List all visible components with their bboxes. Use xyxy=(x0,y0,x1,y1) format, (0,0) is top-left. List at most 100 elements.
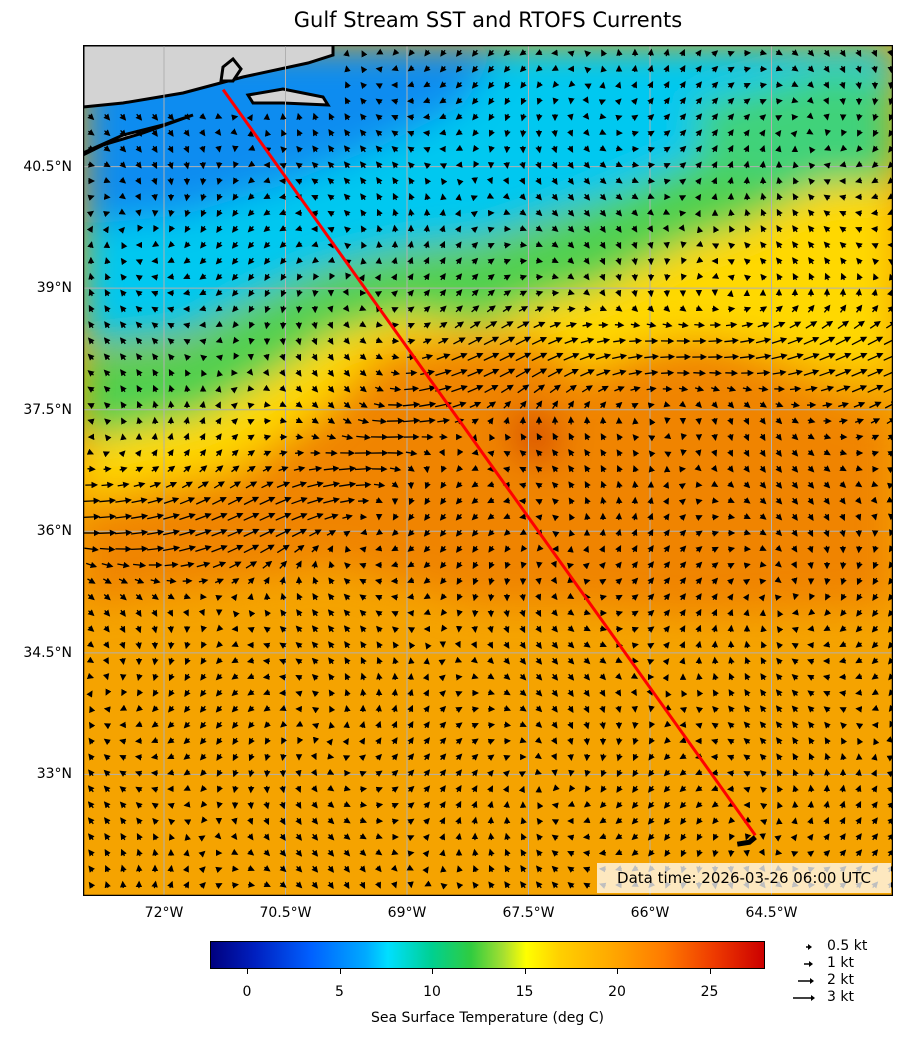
current-arrow xyxy=(661,369,675,377)
current-arrow xyxy=(83,513,101,521)
current-arrow xyxy=(648,162,656,169)
current-arrow xyxy=(551,129,558,138)
current-arrow xyxy=(327,161,335,169)
current-arrow xyxy=(887,81,893,90)
current-arrow xyxy=(375,66,383,73)
lon-label-72w: 72°W xyxy=(144,905,184,921)
current-arrow xyxy=(391,145,399,153)
current-arrow xyxy=(440,865,447,873)
current-arrow xyxy=(167,129,174,137)
current-arrow xyxy=(279,241,287,248)
current-arrow xyxy=(359,177,367,185)
current-arrow xyxy=(280,113,287,120)
current-arrow xyxy=(663,113,671,121)
current-arrow xyxy=(808,178,816,186)
current-arrow xyxy=(823,65,830,73)
current-arrow xyxy=(535,64,543,72)
current-arrow xyxy=(519,177,526,185)
current-arrow xyxy=(216,177,223,186)
current-arrow xyxy=(344,81,351,89)
current-arrow xyxy=(823,194,831,201)
current-arrow xyxy=(599,161,607,168)
current-arrow xyxy=(519,209,527,216)
current-arrow xyxy=(615,496,623,505)
current-arrow xyxy=(744,225,751,233)
current-arrow xyxy=(344,65,351,73)
current-arrow xyxy=(135,145,142,153)
current-arrow xyxy=(792,801,799,808)
legend-label: 3 kt xyxy=(827,989,854,1005)
current-arrow xyxy=(791,65,799,72)
current-arrow xyxy=(567,545,574,553)
legend-label: 2 kt xyxy=(827,972,854,988)
current-arrow xyxy=(361,241,368,249)
current-arrow xyxy=(423,162,431,170)
current-arrow xyxy=(296,112,303,121)
current-arrow xyxy=(775,115,783,122)
map-panel[interactable]: Data time: 2026-03-26 06:00 UTC xyxy=(83,45,893,896)
current-arrow xyxy=(727,113,735,121)
current-arrow xyxy=(216,193,223,202)
current-arrow xyxy=(647,146,656,153)
current-arrow xyxy=(583,209,591,217)
current-arrow xyxy=(200,241,207,249)
current-arrow xyxy=(215,112,223,119)
current-arrow xyxy=(131,545,149,553)
current-arrow xyxy=(855,706,863,713)
colorbar-tick xyxy=(617,969,618,974)
current-arrow xyxy=(646,225,654,233)
current-arrow xyxy=(663,80,670,89)
current-arrow xyxy=(856,113,863,122)
current-arrow xyxy=(423,224,430,233)
current-arrow xyxy=(183,113,191,121)
current-arrow xyxy=(631,225,638,233)
current-arrow xyxy=(439,81,447,88)
current-arrow xyxy=(407,64,415,72)
current-arrow xyxy=(712,514,720,521)
current-arrow xyxy=(344,242,352,250)
current-arrow xyxy=(440,49,447,57)
current-arrow xyxy=(808,784,815,793)
current-arrow xyxy=(743,83,751,89)
current-arrow xyxy=(727,624,734,633)
current-arrow xyxy=(583,737,590,746)
current-arrow xyxy=(295,162,303,170)
current-arrow xyxy=(487,226,495,233)
current-arrow xyxy=(344,226,352,234)
current-arrow xyxy=(599,225,606,233)
current-arrow xyxy=(327,177,335,185)
sst-map[interactable] xyxy=(83,45,893,896)
current-arrow xyxy=(693,369,706,377)
current-arrow xyxy=(567,145,574,153)
current-arrow xyxy=(151,129,158,137)
current-arrow xyxy=(455,144,464,151)
current-arrow xyxy=(535,225,543,232)
current-arrow xyxy=(695,49,702,57)
current-arrow xyxy=(727,144,734,153)
long-island xyxy=(83,113,194,157)
current-arrow xyxy=(264,129,272,137)
current-arrow xyxy=(280,146,288,154)
current-arrow xyxy=(376,224,383,233)
current-arrow xyxy=(727,785,734,792)
current-arrow xyxy=(776,81,783,88)
current-arrow xyxy=(728,850,735,858)
current-arrow xyxy=(297,129,303,137)
current-arrow xyxy=(582,112,590,120)
current-arrow xyxy=(775,49,783,56)
current-arrow xyxy=(391,130,399,137)
current-arrow xyxy=(630,97,638,105)
current-arrow xyxy=(233,161,240,169)
current-arrow xyxy=(729,225,736,233)
current-arrow xyxy=(600,65,607,73)
current-arrow xyxy=(663,64,670,73)
current-arrow xyxy=(215,241,223,249)
lat-label-39: 39°N xyxy=(36,280,72,297)
current-arrow xyxy=(472,610,479,618)
arrow-icon xyxy=(806,944,812,950)
current-arrow xyxy=(151,145,158,154)
current-arrow xyxy=(519,193,526,201)
current-arrow xyxy=(87,194,95,201)
current-arrow xyxy=(759,160,766,169)
current-arrow xyxy=(263,785,271,794)
